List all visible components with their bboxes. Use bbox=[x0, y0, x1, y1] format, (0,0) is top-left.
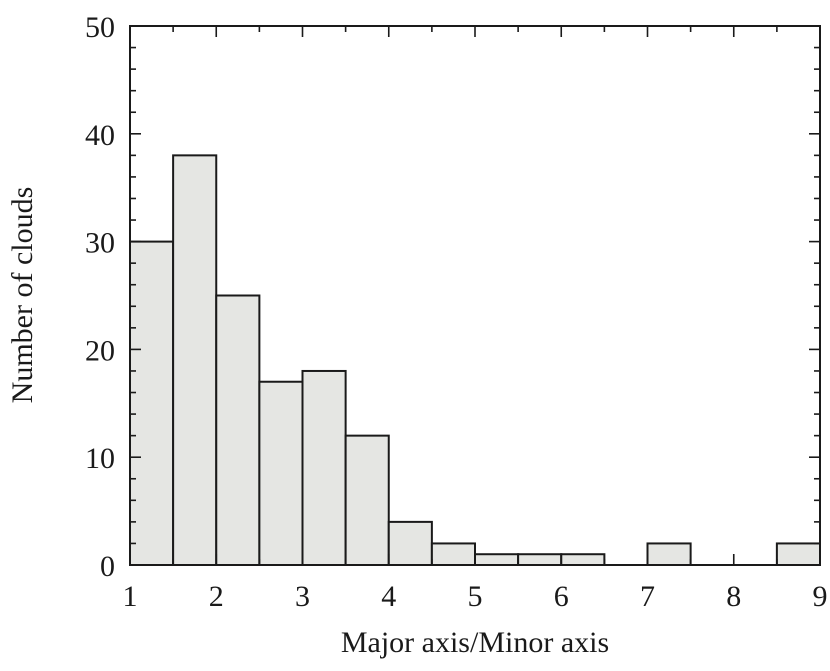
x-tick-label: 3 bbox=[295, 580, 310, 613]
histogram-bar bbox=[301, 369, 347, 566]
histogram-bar bbox=[215, 294, 261, 566]
x-tick-label: 2 bbox=[209, 580, 224, 613]
x-tick-label: 8 bbox=[726, 580, 741, 613]
histogram-bar bbox=[258, 380, 304, 566]
histogram-bar bbox=[517, 553, 563, 566]
histogram-bar bbox=[172, 154, 218, 567]
x-tick-label: 4 bbox=[381, 580, 396, 613]
x-axis-title: Major axis/Minor axis bbox=[341, 626, 609, 659]
bars-group bbox=[129, 154, 821, 567]
y-tick-label: 40 bbox=[85, 119, 115, 152]
histogram-bar bbox=[775, 542, 821, 567]
plot-frame bbox=[129, 25, 821, 566]
x-tick-label: 5 bbox=[468, 580, 483, 613]
x-tick-label: 9 bbox=[813, 580, 828, 613]
x-tick-label: 1 bbox=[123, 580, 138, 613]
histogram-bar bbox=[646, 542, 692, 567]
y-tick-label: 20 bbox=[85, 334, 115, 367]
y-tick-label: 50 bbox=[85, 11, 115, 44]
y-axis-title: Number of clouds bbox=[6, 187, 39, 404]
histogram-bar bbox=[474, 553, 520, 566]
histogram-bar bbox=[344, 434, 390, 567]
y-tick-label: 30 bbox=[85, 227, 115, 260]
histogram-bar bbox=[129, 240, 175, 566]
x-tick-label: 6 bbox=[554, 580, 569, 613]
y-tick-label: 10 bbox=[85, 442, 115, 475]
x-tick-label: 7 bbox=[640, 580, 655, 613]
histogram-bar bbox=[560, 553, 606, 566]
tick-labels-group: 1 2 3 4 5 6 7 8 9 0 10 20 30 40 50 bbox=[85, 11, 828, 613]
histogram-bar bbox=[430, 542, 476, 567]
y-tick-label: 0 bbox=[100, 550, 115, 583]
histogram-bar bbox=[387, 520, 433, 567]
